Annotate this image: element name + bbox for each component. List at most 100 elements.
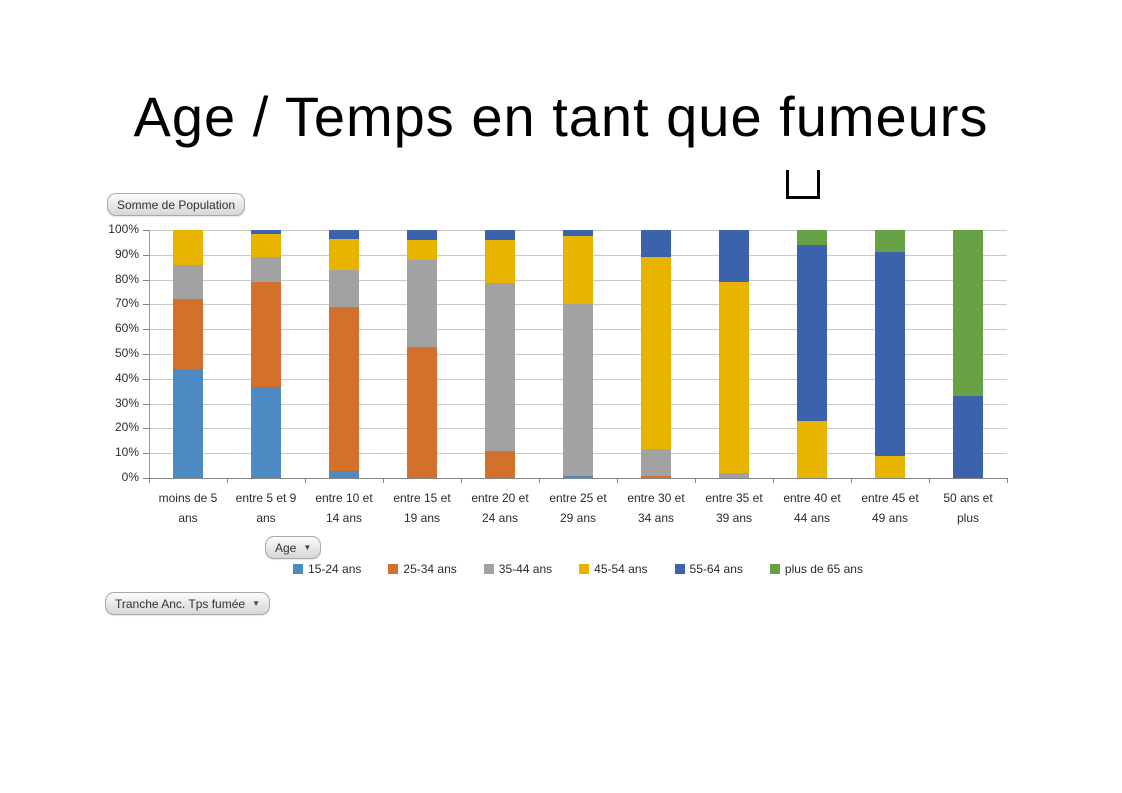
missing-glyph-box (786, 170, 820, 199)
bar-segment (719, 282, 749, 473)
bar-segment (407, 260, 437, 347)
legend-swatch-icon (483, 564, 494, 574)
x-axis-tick (929, 478, 930, 483)
chevron-down-icon: ▼ (303, 542, 312, 552)
axis-field-button[interactable]: Age ▼ (265, 536, 322, 559)
bar-segment (641, 257, 671, 449)
x-axis-category-label: entre 45 et 49 ans (861, 491, 919, 525)
bar-segment (719, 230, 749, 282)
y-axis-label: 20% (114, 420, 139, 434)
bar-segment (563, 236, 593, 304)
bar-segment (407, 347, 437, 478)
legend-swatch-icon (769, 564, 780, 574)
x-axis-tick (227, 478, 228, 483)
bar-segment (797, 421, 827, 478)
legend-item: 15-24 ans (293, 562, 361, 576)
bar-segment (407, 230, 437, 240)
bar-segment (953, 230, 983, 396)
y-axis-line (149, 230, 150, 483)
bar-segment (797, 245, 827, 421)
x-axis-category-label: entre 15 et 19 ans (393, 491, 451, 525)
y-axis-tick (143, 304, 149, 305)
filter-field-button[interactable]: Tranche Anc. Tps fumée ▼ (105, 592, 270, 615)
legend-swatch-icon (388, 564, 399, 574)
legend-label: 45-54 ans (594, 562, 648, 576)
x-axis-tick (383, 478, 384, 483)
y-axis-label: 80% (114, 272, 139, 286)
x-axis-category-label: entre 25 et 29 ans (549, 491, 607, 525)
x-axis-line (149, 478, 1008, 479)
axis-field-label: Age (275, 540, 297, 555)
bar-segment (563, 476, 593, 478)
x-axis-tick (1007, 478, 1008, 483)
y-axis-label: 0% (121, 470, 139, 484)
legend-label: 35-44 ans (498, 562, 553, 576)
bar-segment (173, 265, 203, 299)
y-axis-tick (143, 379, 149, 380)
x-axis-tick (851, 478, 852, 483)
y-axis-tick (143, 280, 149, 281)
bar-segment (173, 299, 203, 369)
x-axis-category-label: entre 30 et 34 ans (627, 491, 685, 525)
y-axis-tick (143, 404, 149, 405)
bar-segment (563, 230, 593, 236)
bar-segment (251, 257, 281, 282)
chart-legend: 15-24 ans 25-34 ans 35-44 ans 45-54 ans 55-6… (149, 562, 1007, 576)
legend-item: 25-34 ans (388, 562, 457, 576)
bar-segment (485, 283, 515, 451)
x-axis-tick (461, 478, 462, 483)
bar-segment (407, 240, 437, 260)
bar-segment (329, 307, 359, 471)
bar-segment (641, 476, 671, 478)
bar-segment (641, 449, 671, 476)
legend-item: 55-64 ans (674, 562, 743, 576)
x-axis-tick (617, 478, 618, 483)
x-axis-tick (305, 478, 306, 483)
bar-segment (329, 230, 359, 239)
y-axis-label: 40% (114, 371, 139, 385)
legend-swatch-icon (293, 564, 304, 574)
y-axis-label: 70% (114, 296, 139, 310)
bar-segment (797, 230, 827, 245)
y-axis-tick (143, 255, 149, 256)
y-axis-tick (143, 453, 149, 454)
legend-swatch-icon (579, 564, 590, 574)
bar-segment (329, 471, 359, 478)
y-axis-label: 30% (114, 396, 139, 410)
value-field-button[interactable]: Somme de Population (107, 193, 246, 216)
y-axis-label: 90% (114, 247, 139, 261)
y-axis-tick (143, 478, 149, 479)
x-axis-tick (149, 478, 150, 483)
filter-field-label: Tranche Anc. Tps fumée (115, 596, 246, 611)
bar-segment (875, 456, 905, 478)
y-axis-tick (143, 230, 149, 231)
y-axis-tick (143, 354, 149, 355)
chevron-down-icon: ▼ (252, 598, 260, 608)
page-title: Age / Temps en tant que fumeurs (133, 85, 989, 148)
x-axis-category-label: moins de 5 ans (158, 491, 218, 525)
legend-item: 35-44 ans (483, 562, 553, 576)
legend-swatch-icon (674, 564, 685, 574)
y-axis-tick (143, 428, 149, 429)
x-axis-category-label: 50 ans et plus (943, 491, 993, 525)
bar-segment (329, 270, 359, 307)
legend-label: plus de 65 ans (784, 562, 863, 576)
x-axis-category-label: entre 40 et 44 ans (783, 491, 841, 525)
bar-segment (485, 451, 515, 478)
bar-segment (563, 304, 593, 476)
x-axis-category-label: entre 35 et 39 ans (705, 491, 763, 525)
bar-segment (641, 230, 671, 257)
bar-segment (719, 473, 749, 478)
legend-item: 45-54 ans (579, 562, 648, 576)
y-axis-label: 60% (114, 321, 139, 335)
bar-segment (875, 230, 905, 252)
bar-segment (173, 230, 203, 265)
x-axis-category-label: entre 5 et 9 ans (235, 491, 297, 525)
x-axis-category-label: entre 20 et 24 ans (471, 491, 529, 525)
bar-segment (251, 282, 281, 387)
bar-segment (485, 230, 515, 240)
bar-segment (329, 239, 359, 270)
bar-segment (953, 396, 983, 478)
bar-segment (173, 369, 203, 478)
legend-item: plus de 65 ans (769, 562, 863, 576)
